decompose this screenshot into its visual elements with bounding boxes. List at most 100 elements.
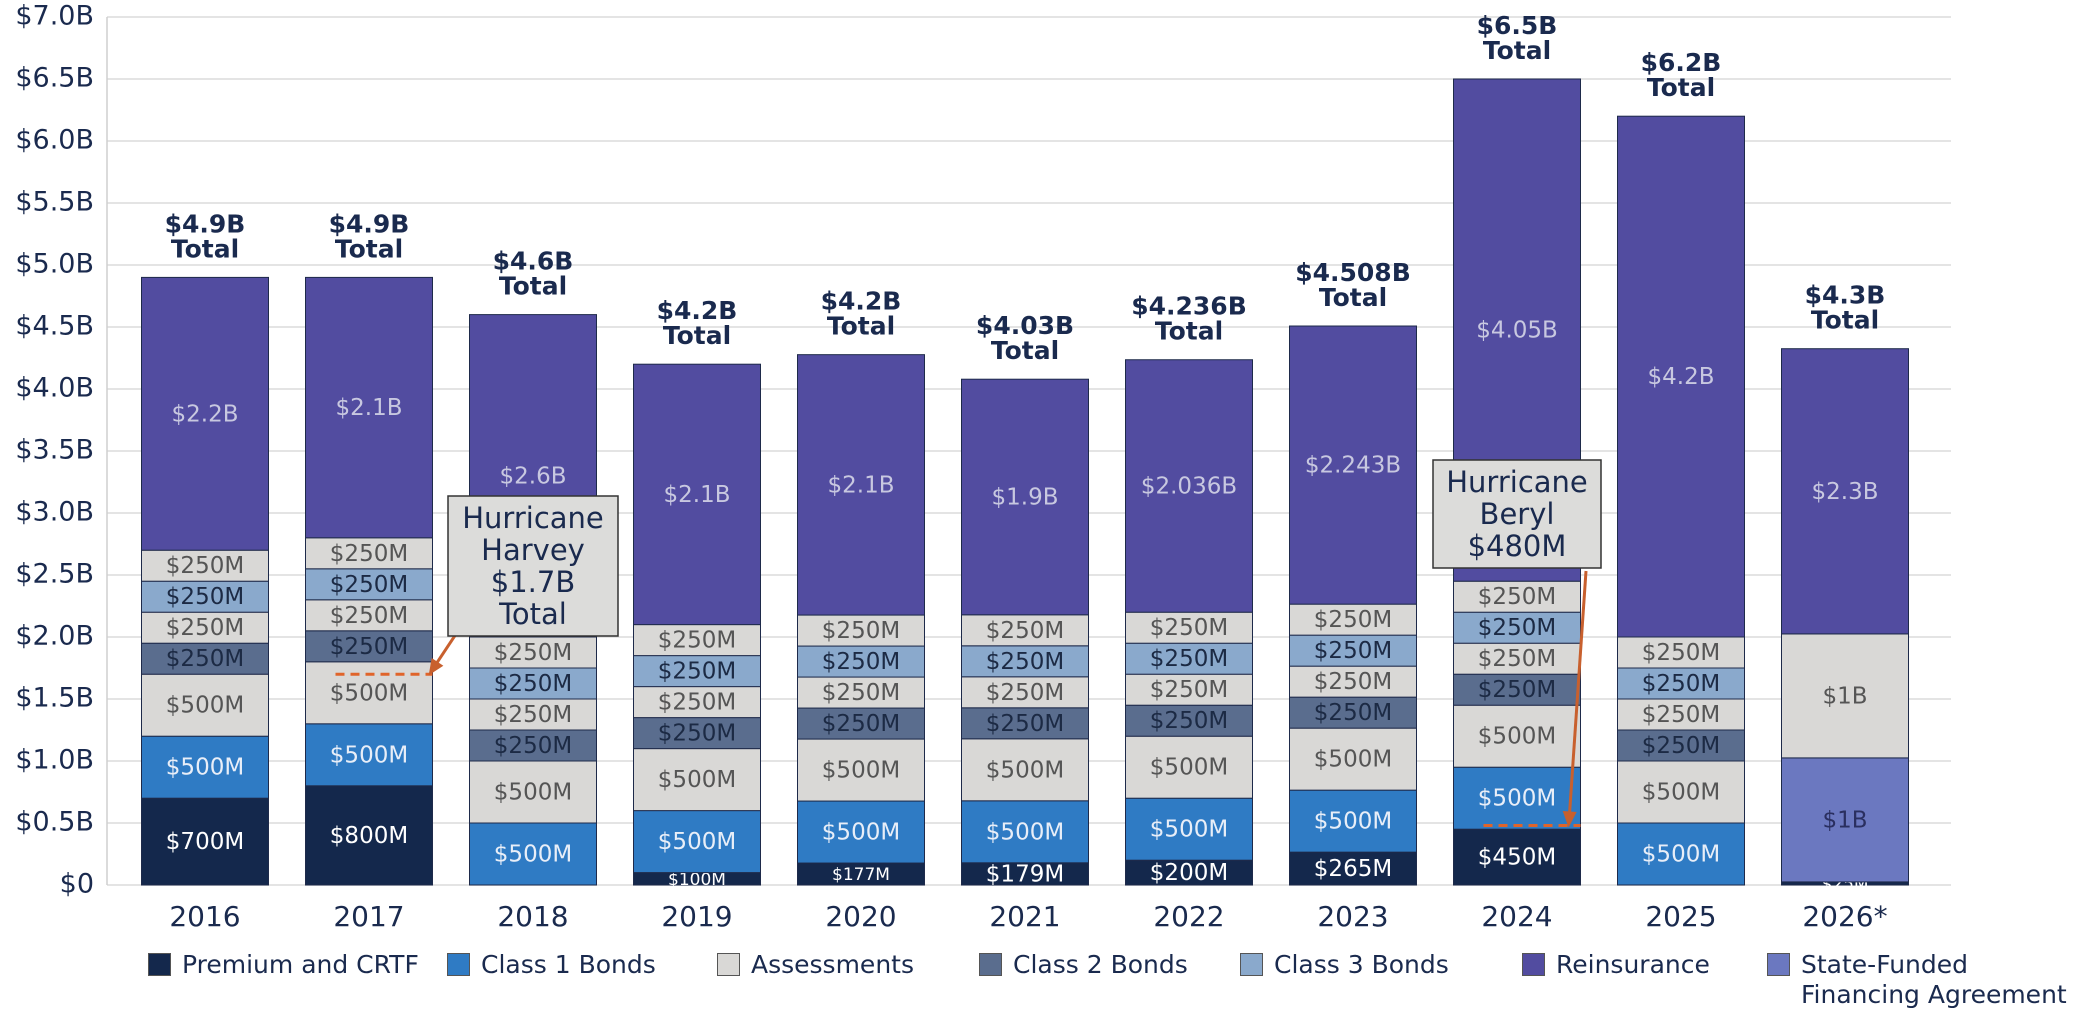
legend-item: Class 3 Bonds — [1240, 950, 1449, 980]
annotation-text: $480M — [1468, 529, 1567, 563]
legend-item: Class 2 Bonds — [979, 950, 1188, 980]
segment-label: $250M — [986, 680, 1064, 706]
bar-segment — [961, 378, 1089, 616]
segment-label: $500M — [822, 820, 900, 846]
segment-label: $500M — [494, 842, 572, 868]
y-tick-label: $2.0B — [15, 621, 94, 652]
segment-label: $500M — [1478, 786, 1556, 812]
legend-label: Class 1 Bonds — [481, 950, 656, 979]
segment-label: $250M — [1150, 615, 1228, 641]
bar-segment — [633, 810, 761, 874]
total-word: Total — [171, 234, 239, 263]
segment-label: $250M — [1150, 646, 1228, 672]
segment-label: $500M — [1642, 780, 1720, 806]
bar-segment — [141, 642, 269, 675]
bar-segment — [1289, 634, 1417, 667]
bar-segment — [1781, 348, 1909, 635]
segment-label: $250M — [822, 649, 900, 675]
total-label: $4.9B — [165, 209, 246, 238]
bar-segment — [961, 707, 1089, 740]
bar-segment — [305, 723, 433, 787]
segment-label: $177M — [832, 865, 890, 885]
y-tick-label: $1.0B — [15, 745, 94, 776]
bar-segment — [1453, 611, 1581, 644]
segment-label: $2.1B — [828, 472, 895, 498]
bar-segment — [1453, 704, 1581, 768]
bar-segment — [305, 661, 433, 725]
segment-label: $250M — [1314, 607, 1392, 633]
segment-label: $250M — [330, 603, 408, 629]
bar-segment — [1125, 859, 1253, 886]
bar-segment — [305, 276, 433, 539]
annotation-text: $1.7B — [491, 565, 575, 599]
segment-label: $250M — [1642, 702, 1720, 728]
segment-label: $250M — [1314, 669, 1392, 695]
segment-label: $500M — [1314, 809, 1392, 835]
segment-label: $500M — [330, 680, 408, 706]
segment-label: $250M — [330, 572, 408, 598]
segment-label: $250M — [166, 553, 244, 579]
legend-swatch — [1240, 953, 1263, 976]
legend-label: Class 3 Bonds — [1274, 950, 1449, 979]
bar-segment — [961, 614, 1089, 647]
legend-item: Reinsurance — [1522, 950, 1710, 980]
segment-label: $4.2B — [1648, 364, 1715, 390]
bar-segment — [1289, 603, 1417, 636]
total-word: Total — [1811, 306, 1879, 335]
total-word: Total — [335, 234, 403, 263]
segment-label: $2.1B — [336, 395, 403, 421]
segment-label: $179M — [986, 861, 1064, 887]
legend-swatch — [979, 953, 1002, 976]
total-label: $4.6B — [493, 247, 574, 276]
segment-label: $250M — [1314, 700, 1392, 726]
bar-segment — [1617, 822, 1745, 886]
segment-label: $250M — [658, 690, 736, 716]
segment-label: $500M — [1478, 724, 1556, 750]
segment-label: $250M — [658, 721, 736, 747]
segment-label: $250M — [330, 541, 408, 567]
legend-swatch — [1767, 953, 1790, 976]
total-word: Total — [991, 336, 1059, 365]
annotation-box — [1432, 459, 1602, 569]
segment-label: $250M — [986, 618, 1064, 644]
total-word: Total — [663, 321, 731, 350]
segment-label: $250M — [1478, 646, 1556, 672]
legend-label: Reinsurance — [1556, 950, 1710, 979]
total-label: $4.9B — [329, 209, 410, 238]
bar-segment — [797, 800, 925, 864]
total-label: $6.2B — [1641, 48, 1722, 77]
bar-segment — [469, 760, 597, 824]
segment-label: $250M — [986, 649, 1064, 675]
bar-segment — [469, 667, 597, 700]
legend-swatch — [447, 953, 470, 976]
total-label: $4.2B — [657, 296, 738, 325]
annotation-text: Beryl — [1480, 497, 1555, 531]
segment-label: $2.243B — [1305, 453, 1401, 479]
total-label: $4.236B — [1131, 292, 1247, 321]
x-tick-label: 2025 — [1645, 900, 1716, 933]
bar-segment — [1781, 757, 1909, 883]
segment-label: $2.1B — [664, 482, 731, 508]
total-label: $6.5B — [1477, 11, 1558, 40]
legend-swatch — [717, 953, 740, 976]
bar-segment — [141, 735, 269, 799]
bar-segment — [305, 599, 433, 632]
x-tick-label: 2019 — [661, 900, 732, 933]
bar-segment — [1617, 115, 1745, 638]
segment-label: $500M — [166, 755, 244, 781]
segment-label: $250M — [1642, 671, 1720, 697]
segment-label: $500M — [1150, 817, 1228, 843]
total-word: Total — [1319, 283, 1387, 312]
bar-segment — [633, 624, 761, 657]
bar-segment — [1453, 828, 1581, 886]
segment-label: $250M — [330, 634, 408, 660]
segment-label: $500M — [494, 780, 572, 806]
y-tick-label: $4.5B — [15, 311, 94, 342]
bar-segment — [469, 822, 597, 886]
annotation-text: Hurricane — [1446, 465, 1588, 499]
segment-label: $4.05B — [1476, 318, 1558, 344]
segment-label: $2.2B — [172, 401, 239, 427]
segment-label: $500M — [986, 819, 1064, 845]
